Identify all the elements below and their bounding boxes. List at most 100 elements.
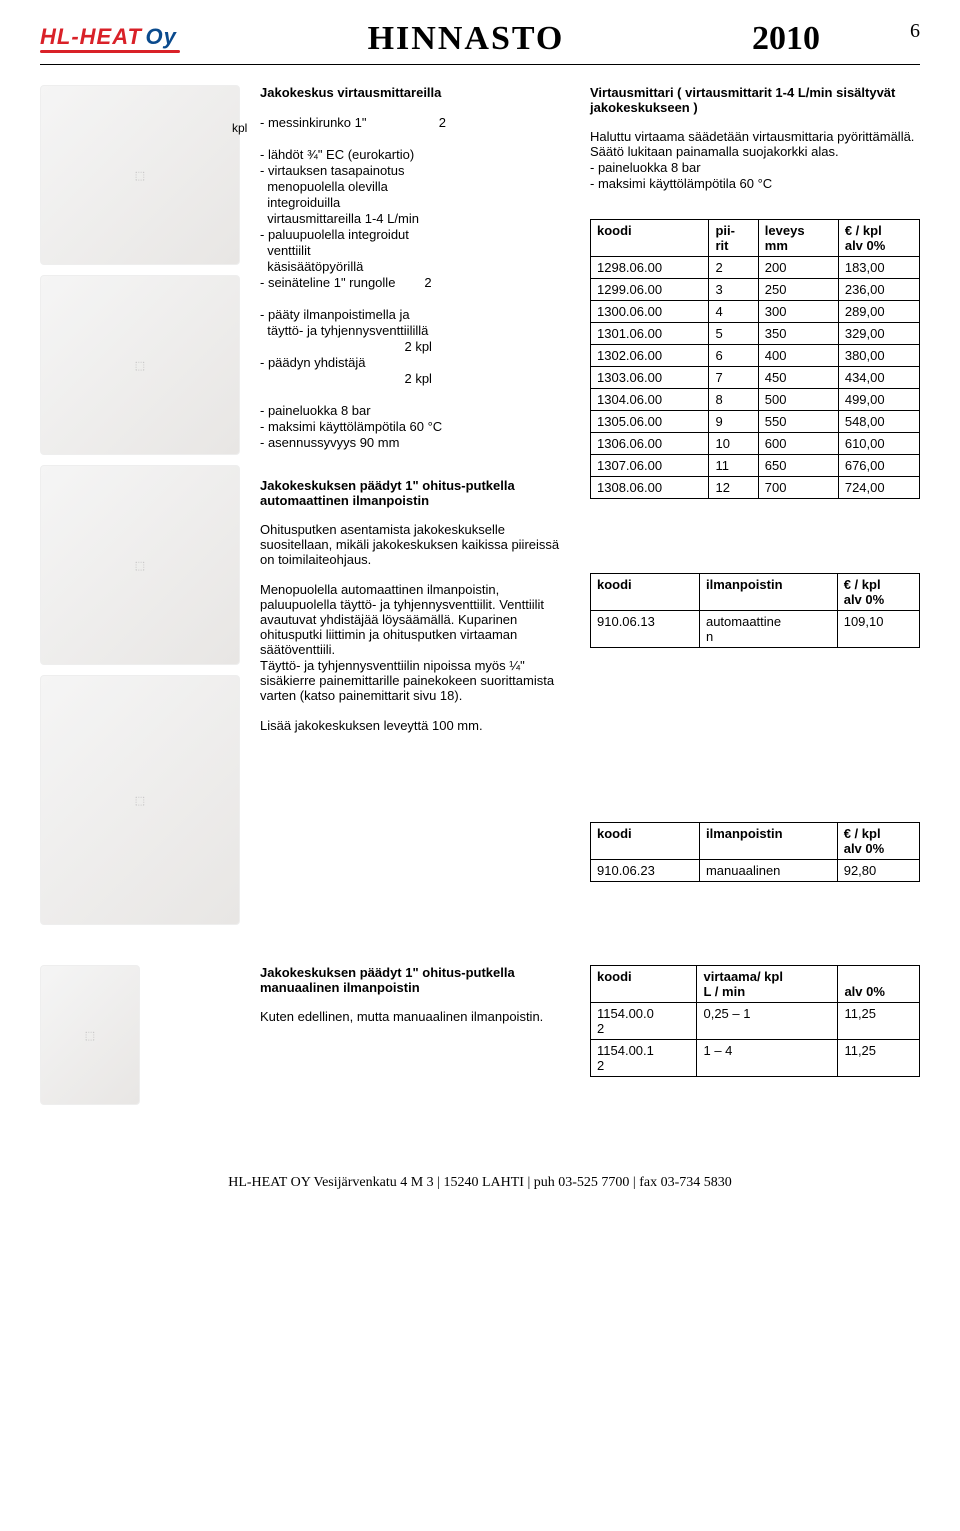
- table-header: € / kpl alv 0%: [837, 574, 919, 611]
- section2-title: Jakokeskuksen päädyt 1" ohitus-putkella …: [260, 478, 570, 508]
- right-title: Virtausmittari ( virtausmittarit 1-4 L/m…: [590, 85, 920, 115]
- table-header: alv 0%: [838, 966, 920, 1003]
- table-cell: 600: [758, 433, 838, 455]
- section3-para: Kuten edellinen, mutta manuaalinen ilman…: [260, 1009, 570, 1024]
- table-cell: 7: [709, 367, 758, 389]
- table-cell: 3: [709, 279, 758, 301]
- table-row: 1302.06.006400380,00: [591, 345, 920, 367]
- section3-title: Jakokeskuksen päädyt 1" ohitus-putkella …: [260, 965, 570, 995]
- table-row: 1299.06.003250236,00: [591, 279, 920, 301]
- table-cell: 700: [758, 477, 838, 499]
- bottom-table-col: koodivirtaama/ kpl L / min alv 0% 1154.0…: [590, 965, 920, 1091]
- right-intro: Virtausmittari ( virtausmittarit 1-4 L/m…: [590, 85, 920, 191]
- table-row: 1305.06.009550548,00: [591, 411, 920, 433]
- table-header: koodi: [591, 220, 709, 257]
- table-cell: 550: [758, 411, 838, 433]
- table-row: 910.06.23manuaalinen92,80: [591, 860, 920, 882]
- section-jakokeskus: Jakokeskus virtausmittareilla kpl - mess…: [260, 85, 570, 450]
- table-row: 1307.06.0011650676,00: [591, 455, 920, 477]
- table-cell: 9: [709, 411, 758, 433]
- table-header: virtaama/ kpl L / min: [697, 966, 838, 1003]
- product-image-bypass-pipe: ⬚: [40, 675, 240, 925]
- price-table-main: koodipii- ritleveys mm€ / kpl alv 0% 129…: [590, 219, 920, 499]
- table-cell: 1300.06.00: [591, 301, 709, 323]
- page-header: HL-HEAT Oy HINNASTO 2010 6: [40, 20, 920, 65]
- table-cell: 183,00: [838, 257, 919, 279]
- kpl-label-1: kpl: [232, 121, 247, 135]
- table-cell: 450: [758, 367, 838, 389]
- table-cell: 1154.00.1 2: [591, 1040, 697, 1077]
- table-header: koodi: [591, 966, 697, 1003]
- table-cell: 1306.06.00: [591, 433, 709, 455]
- section2-para3: Täyttö- ja tyhjennysventtiilin nipoissa …: [260, 658, 570, 703]
- table-cell: 1305.06.00: [591, 411, 709, 433]
- table-row: 1298.06.002200183,00: [591, 257, 920, 279]
- page-title: HINNASTO: [180, 20, 752, 58]
- main-content: ⬚ ⬚ ⬚ ⬚ Jakokeskus virtausmittareilla kp…: [40, 85, 920, 935]
- table-cell: 4: [709, 301, 758, 323]
- table-row: 1303.06.007450434,00: [591, 367, 920, 389]
- section2-para2: Menopuolella automaattinen ilmanpoistin,…: [260, 582, 570, 657]
- table-cell: 1302.06.00: [591, 345, 709, 367]
- table-cell: 11: [709, 455, 758, 477]
- table-row: 1300.06.004300289,00: [591, 301, 920, 323]
- header-year: 2010: [752, 20, 820, 58]
- table-cell: 250: [758, 279, 838, 301]
- right-line: - maksimi käyttölämpötila 60 °C: [590, 176, 920, 191]
- table-cell: 5: [709, 323, 758, 345]
- table-cell: 289,00: [838, 301, 919, 323]
- price-table-flowmeter: koodivirtaama/ kpl L / min alv 0% 1154.0…: [590, 965, 920, 1077]
- table-cell: 350: [758, 323, 838, 345]
- spec-line: - paineluokka 8 bar: [260, 403, 570, 418]
- bottom-image-col: ⬚: [40, 965, 240, 1115]
- table-row: 1154.00.0 20,25 – 111,25: [591, 1003, 920, 1040]
- tables-column: Virtausmittari ( virtausmittarit 1-4 L/m…: [590, 85, 920, 935]
- table-cell: 400: [758, 345, 838, 367]
- product-image-flowmeter: ⬚: [40, 965, 140, 1105]
- table-cell: 11,25: [838, 1040, 920, 1077]
- page-number: 6: [910, 20, 920, 43]
- spec-line: - päädyn yhdistäjä: [260, 355, 570, 370]
- table-row: 1301.06.005350329,00: [591, 323, 920, 345]
- company-logo: HL-HEAT Oy: [40, 26, 180, 53]
- table-cell: 548,00: [838, 411, 919, 433]
- table-cell: manuaalinen: [699, 860, 837, 882]
- table-cell: 1154.00.0 2: [591, 1003, 697, 1040]
- table-cell: 2: [709, 257, 758, 279]
- section-paadyt-auto: Jakokeskuksen päädyt 1" ohitus-putkella …: [260, 478, 570, 733]
- product-image-bypass-auto: ⬚: [40, 465, 240, 665]
- product-image-manifold-top: ⬚: [40, 85, 240, 265]
- spec-line: käsisäätöpyörillä: [260, 259, 570, 274]
- page-footer: HL-HEAT OY Vesijärvenkatu 4 M 3 | 15240 …: [40, 1175, 920, 1191]
- table-cell: 910.06.13: [591, 611, 700, 648]
- table-header: leveys mm: [758, 220, 838, 257]
- right-line: - paineluokka 8 bar: [590, 160, 920, 175]
- spec-line: - paluupuolella integroidut: [260, 227, 570, 242]
- table-cell: 11,25: [838, 1003, 920, 1040]
- table-cell: 1304.06.00: [591, 389, 709, 411]
- table-row: 1308.06.0012700724,00: [591, 477, 920, 499]
- table-header: € / kpl alv 0%: [838, 220, 919, 257]
- table-cell: 1307.06.00: [591, 455, 709, 477]
- spec-line: - messinkirunko 1" 2: [260, 115, 570, 130]
- table-cell: 10: [709, 433, 758, 455]
- section2-para1: Ohitusputken asentamista jakokeskukselle…: [260, 522, 570, 567]
- table-header: ilmanpoistin: [699, 574, 837, 611]
- price-table-auto: koodiilmanpoistin€ / kpl alv 0% 910.06.1…: [590, 573, 920, 648]
- section2-para4: Lisää jakokeskuksen leveyttä 100 mm.: [260, 718, 570, 733]
- bottom-section: ⬚ Jakokeskuksen päädyt 1" ohitus-putkell…: [40, 965, 920, 1115]
- spec-line: - pääty ilmanpoistimella ja: [260, 307, 570, 322]
- description-column: Jakokeskus virtausmittareilla kpl - mess…: [260, 85, 570, 935]
- table-header: koodi: [591, 823, 700, 860]
- table-cell: 380,00: [838, 345, 919, 367]
- table-cell: 300: [758, 301, 838, 323]
- product-image-manifold-bottom: ⬚: [40, 275, 240, 455]
- table-cell: 1301.06.00: [591, 323, 709, 345]
- table-cell: 6: [709, 345, 758, 367]
- table-cell: 1 – 4: [697, 1040, 838, 1077]
- table-row: 1304.06.008500499,00: [591, 389, 920, 411]
- spec-line: 2 kpl: [260, 339, 570, 354]
- spec-line: - lähdöt ¾" EC (eurokartio): [260, 147, 570, 162]
- table-header: koodi: [591, 574, 700, 611]
- image-column: ⬚ ⬚ ⬚ ⬚: [40, 85, 240, 935]
